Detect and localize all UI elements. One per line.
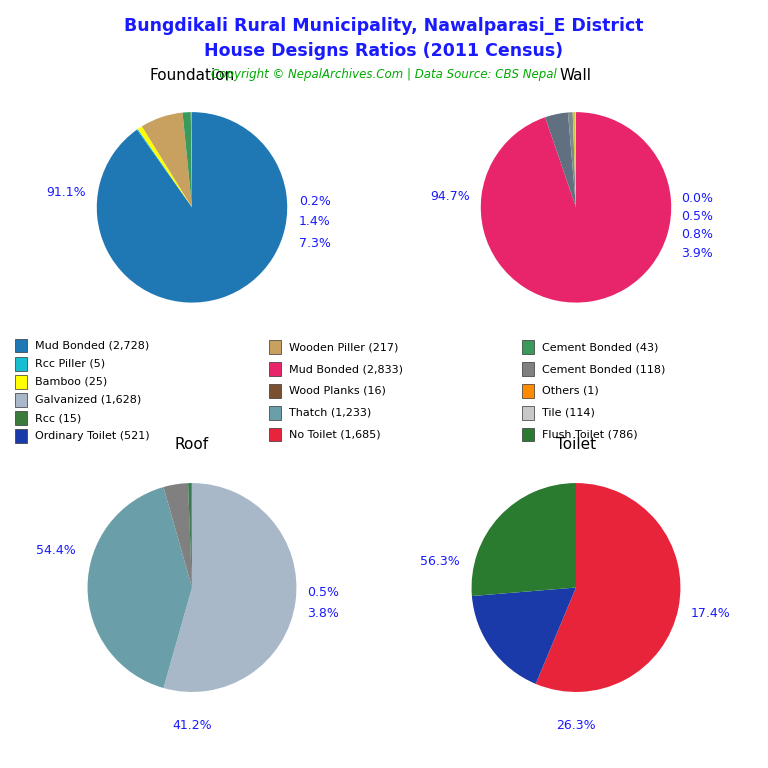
Wedge shape [568, 112, 576, 207]
Wedge shape [164, 483, 296, 692]
Wedge shape [183, 112, 192, 207]
Text: 56.3%: 56.3% [420, 554, 460, 568]
Wedge shape [481, 112, 671, 303]
Wedge shape [472, 483, 576, 596]
Text: Mud Bonded (2,728): Mud Bonded (2,728) [35, 340, 150, 350]
Text: Thatch (1,233): Thatch (1,233) [289, 408, 371, 418]
Text: Wood Planks (16): Wood Planks (16) [289, 386, 386, 396]
Text: Tile (114): Tile (114) [542, 408, 595, 418]
Text: Ordinary Toilet (521): Ordinary Toilet (521) [35, 432, 150, 442]
Text: Others (1): Others (1) [542, 386, 599, 396]
Text: Flush Toilet (786): Flush Toilet (786) [542, 429, 638, 439]
Wedge shape [188, 483, 192, 588]
Wedge shape [137, 129, 192, 207]
Text: Bungdikali Rural Municipality, Nawalparasi_E District: Bungdikali Rural Municipality, Nawalpara… [124, 17, 644, 35]
Title: Foundation: Foundation [149, 68, 235, 83]
Text: 54.4%: 54.4% [36, 544, 76, 557]
Title: Wall: Wall [560, 68, 592, 83]
Text: 3.8%: 3.8% [307, 607, 339, 620]
Text: 0.0%: 0.0% [680, 192, 713, 204]
Text: Mud Bonded (2,833): Mud Bonded (2,833) [289, 364, 402, 374]
Text: 3.9%: 3.9% [680, 247, 713, 260]
Wedge shape [190, 112, 192, 207]
Wedge shape [536, 483, 680, 692]
Wedge shape [545, 112, 576, 207]
Title: Toilet: Toilet [556, 437, 596, 452]
Text: 0.5%: 0.5% [307, 586, 339, 599]
Title: Roof: Roof [175, 437, 209, 452]
Wedge shape [164, 483, 192, 588]
Text: 94.7%: 94.7% [430, 190, 470, 203]
Wedge shape [97, 112, 287, 303]
Text: Cement Bonded (43): Cement Bonded (43) [542, 343, 659, 353]
Text: Bamboo (25): Bamboo (25) [35, 377, 108, 387]
Text: 1.4%: 1.4% [299, 214, 330, 227]
Text: Rcc Piller (5): Rcc Piller (5) [35, 359, 105, 369]
Text: 91.1%: 91.1% [47, 186, 86, 199]
Text: House Designs Ratios (2011 Census): House Designs Ratios (2011 Census) [204, 42, 564, 60]
Wedge shape [142, 113, 192, 207]
Wedge shape [472, 588, 576, 684]
Text: Cement Bonded (118): Cement Bonded (118) [542, 364, 666, 374]
Wedge shape [573, 112, 576, 207]
Text: 0.5%: 0.5% [680, 210, 713, 223]
Text: 41.2%: 41.2% [172, 719, 212, 732]
Text: No Toilet (1,685): No Toilet (1,685) [289, 429, 380, 439]
Text: 17.4%: 17.4% [691, 607, 730, 620]
Text: Galvanized (1,628): Galvanized (1,628) [35, 395, 141, 405]
Wedge shape [137, 127, 192, 207]
Text: 0.2%: 0.2% [299, 195, 330, 208]
Text: Rcc (15): Rcc (15) [35, 413, 81, 423]
Text: 7.3%: 7.3% [299, 237, 330, 250]
Text: 0.8%: 0.8% [680, 228, 713, 241]
Wedge shape [88, 487, 192, 688]
Text: Wooden Piller (217): Wooden Piller (217) [289, 343, 398, 353]
Text: 26.3%: 26.3% [556, 719, 596, 732]
Text: Copyright © NepalArchives.Com | Data Source: CBS Nepal: Copyright © NepalArchives.Com | Data Sou… [211, 68, 557, 81]
